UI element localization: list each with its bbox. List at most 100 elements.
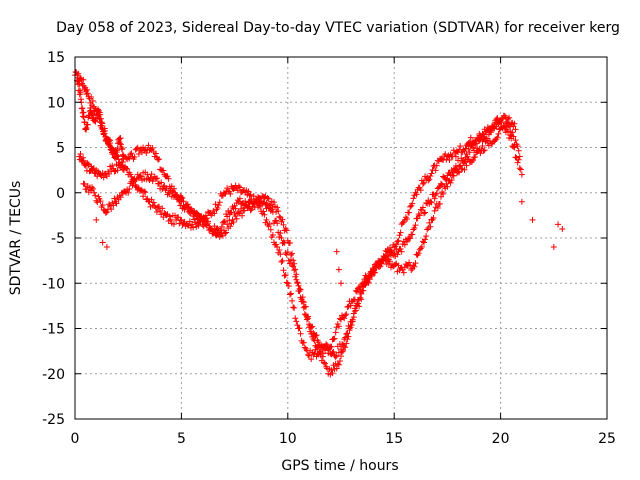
data-point-track-c (103, 208, 110, 215)
data-point-track-b (411, 224, 418, 231)
data-point-track-c (153, 175, 160, 182)
data-point-track-b (488, 129, 495, 136)
data-point-track-d (106, 136, 113, 143)
data-point-track-c (424, 226, 431, 233)
data-point-track-a (394, 238, 401, 245)
data-point-track-c (261, 194, 268, 201)
data-point-track-c (510, 133, 517, 140)
data-point-track-a (257, 203, 264, 210)
data-point-track-c (180, 198, 187, 205)
data-point-track-b (403, 238, 410, 245)
x-tick-label: 5 (177, 431, 186, 447)
data-point-track-a (301, 344, 308, 351)
data-point-track-c (290, 257, 297, 264)
data-point-track-c (295, 282, 302, 289)
data-point-track-a (331, 335, 338, 342)
data-point-track-c (125, 189, 132, 196)
data-point-track-c (436, 200, 443, 207)
data-point-track-c (126, 186, 133, 193)
data-point-track-c (373, 265, 380, 272)
data-point-track-b (409, 231, 416, 238)
data-point-track-b (284, 249, 291, 256)
data-point-track-c (455, 168, 462, 175)
data-point-track-c (418, 243, 425, 250)
data-point-track-c (109, 199, 116, 206)
data-point-track-a (88, 94, 95, 101)
data-point-track-a (170, 221, 177, 228)
data-point-track-b (152, 150, 159, 157)
data-point-track-a (214, 204, 221, 211)
data-point-track-c (291, 260, 298, 267)
data-point-track-c (457, 162, 464, 169)
data-point-track-c (297, 286, 304, 293)
data-point-track-c (194, 210, 201, 217)
data-point-isolated (335, 266, 342, 273)
data-point-track-b (435, 184, 442, 191)
data-point-track-a (514, 159, 521, 166)
data-point-track-c (311, 337, 318, 344)
data-point-track-c (264, 194, 271, 201)
data-point-track-b (473, 140, 480, 147)
data-point-track-c (233, 215, 240, 222)
data-point-track-c (296, 288, 303, 295)
data-point-track-c (335, 361, 342, 368)
data-point-track-a (297, 330, 304, 337)
data-point-track-c (94, 199, 101, 206)
data-point-track-b (397, 245, 404, 252)
data-point-track-a (177, 217, 184, 224)
y-tick-label: -10 (42, 276, 65, 292)
data-point-track-c (99, 202, 106, 209)
data-point-track-a (426, 176, 433, 183)
data-point-track-c (456, 169, 463, 176)
data-point-track-c (477, 150, 484, 157)
data-point-track-c (423, 233, 430, 240)
data-point-track-a (250, 193, 257, 200)
data-point-track-b (491, 121, 498, 128)
data-point-track-a (419, 180, 426, 187)
data-point-track-a (353, 288, 360, 295)
data-point-track-a (515, 156, 522, 163)
data-point-track-c (274, 204, 281, 211)
data-point-track-c (197, 216, 204, 223)
data-point-track-b (493, 116, 500, 123)
data-point-track-b (156, 156, 163, 163)
data-point-track-b (89, 166, 96, 173)
data-point-isolated (338, 280, 344, 287)
data-point-track-a (263, 216, 270, 223)
data-point-track-d (75, 78, 82, 85)
data-point-track-a (211, 210, 218, 217)
data-point-track-b (416, 212, 423, 219)
data-point-track-c (494, 134, 501, 141)
y-tick-label: -20 (42, 367, 65, 383)
data-point-track-a (166, 213, 173, 220)
data-point-track-a (293, 318, 300, 325)
data-point-isolated (333, 248, 340, 255)
data-point-track-a (291, 304, 298, 311)
x-axis-label: GPS time / hours (281, 458, 398, 474)
data-point-track-c (163, 185, 170, 192)
data-point-track-b (422, 209, 429, 216)
data-point-track-c (319, 353, 326, 360)
data-point-track-a (465, 139, 472, 146)
data-point-track-b (77, 151, 84, 158)
data-point-track-a (261, 211, 268, 218)
data-point-track-c (338, 353, 344, 360)
data-point-track-a (246, 192, 253, 199)
data-point-track-c (328, 367, 335, 374)
data-point-track-c (303, 316, 310, 323)
data-point-track-c (136, 172, 143, 179)
data-point-track-a (462, 145, 469, 152)
data-point-track-c (222, 230, 229, 237)
data-point-track-d (119, 145, 126, 152)
data-point-track-c (287, 252, 294, 259)
data-point-track-b (412, 222, 419, 229)
data-point-track-a (235, 183, 242, 190)
data-point-track-a (75, 70, 82, 77)
data-point-track-c (247, 198, 254, 205)
data-point-track-b (106, 170, 113, 177)
data-point-track-b (236, 195, 243, 202)
data-point-track-c (449, 172, 456, 179)
data-point-track-a (393, 241, 400, 248)
data-point-track-c (270, 199, 277, 206)
data-point-track-c (97, 198, 104, 205)
